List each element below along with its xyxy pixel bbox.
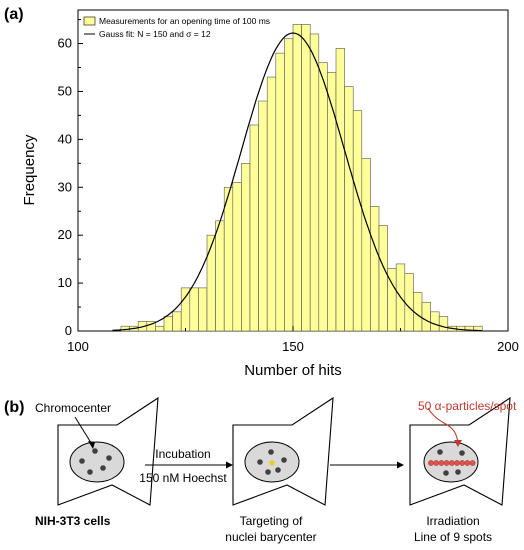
histogram-plot: 0 10 20 30 40 50 60 100 150 200 Measurements for … (58, 9, 519, 354)
histogram-bar (206, 234, 216, 332)
irradiation-spot (459, 460, 466, 466)
irradiation-spot (433, 460, 440, 466)
cell-2-caption-1: Targeting of (240, 514, 303, 528)
histogram-bar (172, 311, 182, 332)
histogram-bar (258, 100, 268, 332)
irradiation-spot (464, 460, 471, 466)
histogram-bar (275, 52, 285, 332)
chromocenter-dot (100, 465, 106, 471)
x-tick-label: 200 (497, 339, 519, 354)
histogram-bar (327, 71, 337, 332)
histogram-bar (223, 186, 234, 332)
chromocenter-dot (275, 467, 281, 473)
histogram-bar (344, 86, 354, 332)
legend-entry-fit: Gauss fit: N = 150 and σ = 12 (99, 29, 211, 39)
chromocenter-dot (455, 469, 461, 475)
particles-pointer (427, 407, 459, 444)
chromocenter-dot (459, 450, 465, 456)
chromocenter-dot (257, 459, 263, 465)
histogram-bar (180, 287, 191, 332)
histogram-bar (241, 163, 251, 332)
histogram-bar (309, 33, 320, 332)
irradiation-spot (469, 460, 476, 466)
chromocenter-label: Chromocenter (35, 401, 111, 415)
cell-2: Targeting of nuclei barycenter (225, 396, 334, 544)
barycenter-target (269, 460, 275, 466)
chromocenter-dot (268, 449, 274, 455)
x-tick-label: 150 (282, 339, 304, 354)
gauss-fit-curve (112, 32, 483, 332)
histogram-bar (284, 38, 294, 332)
incubation-label-2: 150 nM Hoechst (139, 471, 227, 485)
cell-3: 50 α-particles/spot Irradiation Line of … (409, 396, 517, 544)
cell-2-caption-2: nuclei barycenter (225, 530, 316, 544)
histogram-bar (361, 158, 371, 332)
histogram-bar (404, 273, 414, 332)
y-tick-label: 20 (58, 227, 72, 242)
histogram-bar (249, 124, 259, 332)
histogram-bar (378, 225, 388, 332)
bars-group (120, 24, 483, 332)
y-tick-label: 30 (58, 179, 72, 194)
irradiation-spot (448, 460, 455, 466)
chromocenter-dot (92, 448, 98, 454)
cell-1-caption: NIH-3T3 cells (35, 514, 111, 528)
particles-label: 50 α-particles/spot (418, 399, 517, 413)
legend-swatch-bars (83, 16, 96, 26)
histogram-bar (301, 24, 311, 332)
arrow-2-head (397, 461, 404, 469)
y-tick-label: 0 (65, 323, 72, 338)
axis-ticks: 0 10 20 30 40 50 60 100 150 200 (58, 19, 519, 354)
histogram-bar (430, 311, 440, 332)
y-tick-label: 50 (58, 83, 72, 98)
particles-pointer-head (454, 440, 462, 447)
y-tick-label: 40 (58, 131, 72, 146)
irradiation-spot (438, 460, 445, 466)
histogram-bar (155, 325, 165, 332)
x-axis-label: Number of hits (244, 362, 342, 379)
irradiation-spots (428, 460, 476, 466)
cell-3-caption-2: Line of 9 spots (414, 530, 492, 544)
arrow-1-head (226, 461, 233, 469)
irradiation-spot (428, 460, 434, 466)
histogram-bar (189, 287, 199, 332)
chromocenter-pointer-head (88, 441, 95, 449)
irradiation-spot (454, 460, 460, 466)
histogram-bar (163, 316, 173, 332)
histogram-bar (318, 62, 328, 332)
y-tick-label: 10 (58, 275, 72, 290)
chromocenter-dot (106, 455, 112, 461)
cell-3-caption-1: Irradiation (426, 514, 479, 528)
cell-1-nucleus (69, 441, 125, 483)
histogram-bar (215, 220, 225, 332)
x-tick-label: 100 (67, 339, 89, 354)
chromocenter-dot (443, 470, 449, 476)
y-tick-label: 60 (58, 36, 72, 51)
histogram-bar (266, 76, 277, 332)
irradiation-spot (443, 460, 450, 466)
panel-b-label: (b) (4, 399, 24, 416)
chromocenter-dot (79, 458, 85, 464)
histogram-bar (438, 316, 449, 332)
histogram-bar (335, 48, 345, 332)
legend-entry-bars: Measurements for an opening time of 100 … (99, 16, 270, 26)
y-axis-label: Frequency (21, 134, 38, 205)
histogram-bar (292, 24, 302, 332)
incubation-label-1: Incubation (155, 447, 210, 461)
chromocenter-pointer (74, 416, 94, 447)
histogram-bar (198, 287, 208, 332)
chromocenter-dot (265, 469, 271, 475)
histogram-bar (421, 301, 431, 332)
histogram-bar (370, 206, 380, 332)
histogram-bar (352, 110, 363, 332)
chromocenter-dot (87, 469, 93, 475)
cell-1: Chromocenter NIH-3T3 cells (35, 396, 159, 528)
chromocenter-dot (437, 449, 443, 455)
histogram-bar (232, 182, 242, 332)
chromocenter-dot (281, 457, 287, 463)
panel-a-label: (a) (4, 6, 24, 23)
